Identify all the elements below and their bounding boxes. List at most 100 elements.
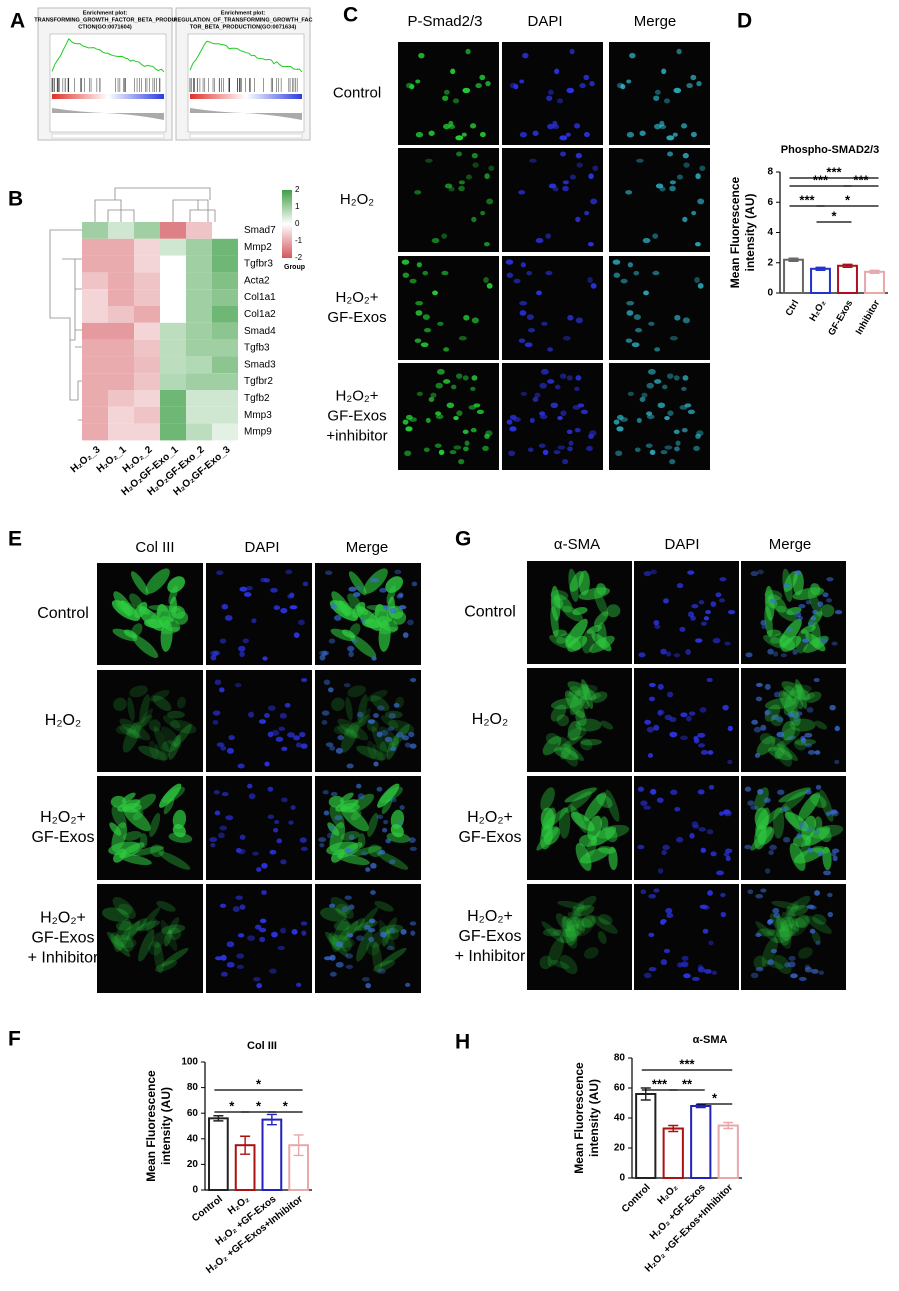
nucleus — [575, 216, 581, 223]
nucleus — [393, 702, 400, 708]
nucleus — [278, 726, 286, 731]
nucleus — [657, 868, 664, 874]
cell — [793, 847, 824, 864]
nucleus — [538, 443, 546, 448]
nucleus — [405, 426, 413, 432]
nucleus — [399, 805, 405, 811]
cell — [139, 907, 161, 931]
nucleus — [797, 615, 803, 621]
cell — [774, 746, 785, 760]
nucleus — [784, 962, 790, 968]
heatmap-cell — [134, 390, 160, 407]
nucleus — [522, 52, 529, 59]
cell — [568, 685, 581, 698]
nucleus — [654, 123, 662, 130]
nucleus — [818, 970, 825, 975]
nucleus — [804, 966, 813, 973]
cell — [117, 799, 141, 812]
heatmap-cell — [160, 272, 186, 290]
heatmap-cell — [108, 356, 134, 374]
heatmap-cell — [186, 322, 212, 340]
nucleus — [346, 763, 354, 769]
cell — [331, 697, 345, 711]
cell — [121, 937, 134, 952]
nucleus — [755, 932, 762, 937]
nucleus — [264, 761, 270, 767]
nucleus — [755, 893, 764, 899]
nucleus — [416, 391, 423, 396]
row-label: Mmp3 — [244, 410, 272, 421]
nucleus — [660, 919, 667, 924]
cell — [781, 912, 800, 932]
nucleus — [727, 725, 733, 732]
nucleus — [780, 653, 788, 658]
nucleus — [527, 447, 534, 452]
panel-letter: C — [343, 4, 358, 27]
cell — [131, 793, 157, 813]
nucleus — [648, 893, 657, 899]
column-header: DAPI — [244, 539, 279, 556]
cell — [160, 924, 186, 935]
nucleus — [666, 912, 674, 918]
nucleus — [727, 609, 736, 615]
nucleus — [357, 793, 365, 800]
cell — [102, 907, 130, 922]
nucleus — [755, 682, 763, 687]
nucleus — [471, 375, 478, 381]
nucleus — [690, 131, 697, 138]
nucleus — [640, 889, 647, 895]
nucleus — [633, 270, 640, 276]
nucleus — [225, 815, 234, 821]
micrograph — [609, 148, 710, 252]
nucleus — [552, 124, 560, 130]
cell — [536, 827, 559, 851]
cell — [779, 618, 802, 648]
nucleus — [402, 272, 410, 278]
column-header: DAPI — [664, 536, 699, 553]
nucleus — [697, 198, 705, 205]
nucleus — [707, 890, 713, 896]
nucleus — [686, 83, 693, 89]
y-tick-label: 0 — [767, 288, 773, 299]
chart-title: α-SMA — [693, 1034, 728, 1046]
cell — [575, 710, 587, 726]
nucleus — [787, 735, 795, 741]
heatmap-cell — [134, 222, 160, 239]
nucleus — [446, 402, 455, 409]
nucleus — [767, 959, 775, 966]
cell — [579, 696, 590, 710]
cell — [343, 728, 358, 739]
nucleus — [221, 791, 229, 797]
cell — [372, 960, 396, 972]
cell — [568, 568, 579, 603]
nucleus — [356, 935, 364, 942]
bar — [690, 1105, 712, 1179]
nucleus — [330, 791, 338, 797]
nucleus — [448, 124, 456, 130]
nucleus — [373, 712, 379, 718]
nucleus — [716, 870, 725, 876]
error-bar — [815, 266, 826, 272]
nucleus — [694, 638, 703, 643]
nucleus — [345, 964, 354, 970]
significance-label: *** — [813, 172, 829, 187]
nucleus — [370, 890, 376, 895]
nucleus — [408, 837, 416, 844]
cell — [379, 947, 407, 967]
cell — [784, 811, 809, 832]
nucleus — [645, 443, 653, 448]
nucleus — [722, 704, 729, 711]
nucleus — [300, 743, 308, 749]
nucleus — [259, 918, 267, 924]
nucleus — [777, 789, 785, 795]
nucleus — [566, 429, 573, 435]
heatmap-cell — [82, 390, 108, 407]
nucleus — [470, 123, 477, 129]
nucleus — [385, 838, 391, 844]
x-tick-label: Ctrl — [784, 298, 802, 318]
nucleus — [284, 702, 291, 708]
nucleus — [319, 842, 325, 848]
nucleus — [356, 783, 362, 789]
nucleus — [325, 570, 333, 575]
